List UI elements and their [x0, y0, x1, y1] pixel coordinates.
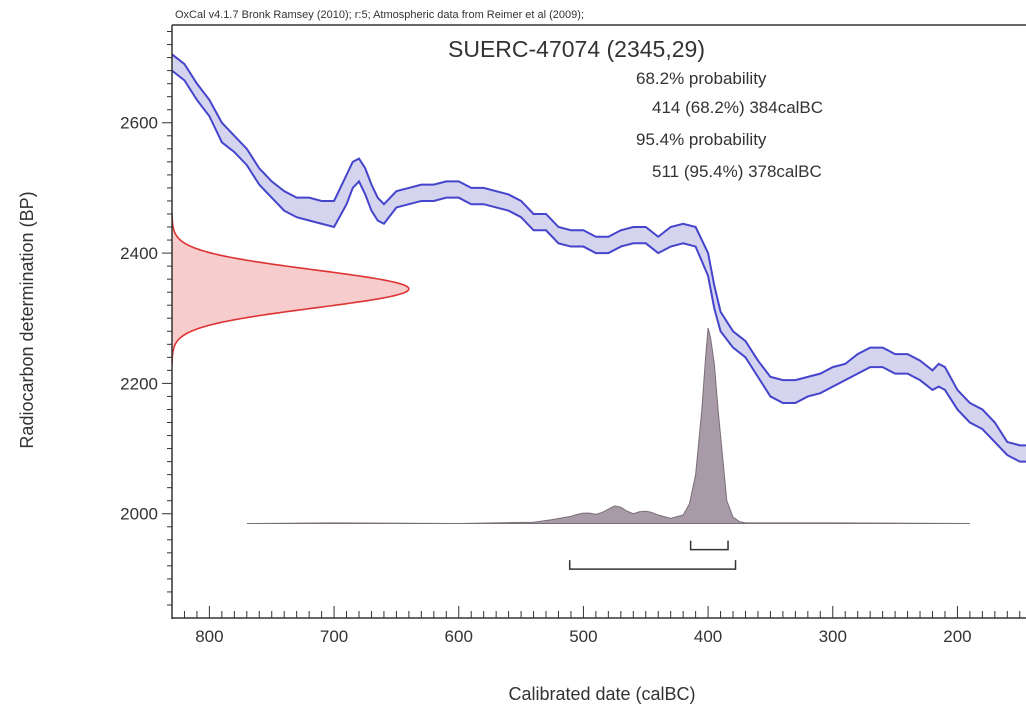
summary-line-2: 414 (68.2%) 384calBC	[652, 98, 823, 117]
summary-line-1: 68.2% probability	[636, 69, 767, 88]
y-axis-label: Radiocarbon determination (BP)	[17, 191, 37, 448]
plot-content	[172, 53, 1026, 570]
posterior-distribution	[246, 327, 970, 525]
x-tick-label: 200	[943, 627, 971, 646]
measurement-distribution-fill	[172, 213, 409, 365]
x-axis-label: Calibrated date (calBC)	[508, 684, 695, 704]
chart-title: SUERC-47074 (2345,29)	[448, 36, 705, 62]
measurement-distribution-outline	[172, 213, 410, 365]
summary-line-4: 511 (95.4%) 378calBC	[652, 162, 822, 181]
calibration-curve-band	[172, 54, 1026, 462]
y-tick-label: 2600	[120, 114, 158, 133]
calibration-curve-lower	[172, 69, 1026, 463]
x-tick-label: 700	[320, 627, 348, 646]
y-tick-label: 2000	[120, 505, 158, 524]
range-bracket-95	[568, 560, 737, 570]
x-tick-label: 500	[569, 627, 597, 646]
x-tick-label: 400	[694, 627, 722, 646]
summary-line-3: 95.4% probability	[636, 130, 767, 149]
x-tick-label: 600	[445, 627, 473, 646]
y-tick-label: 2400	[120, 244, 158, 263]
x-tick-label: 300	[819, 627, 847, 646]
range-bracket-68	[689, 540, 729, 551]
program-header: OxCal v4.1.7 Bronk Ramsey (2010); r:5; A…	[175, 9, 584, 21]
x-tick-label: 800	[195, 627, 223, 646]
plot-area: 2000 2200 2400 2600 800 700 600 500 400 300 200	[120, 24, 1026, 646]
calibration-curve-upper	[172, 53, 1026, 447]
y-tick-label: 2200	[120, 374, 158, 393]
